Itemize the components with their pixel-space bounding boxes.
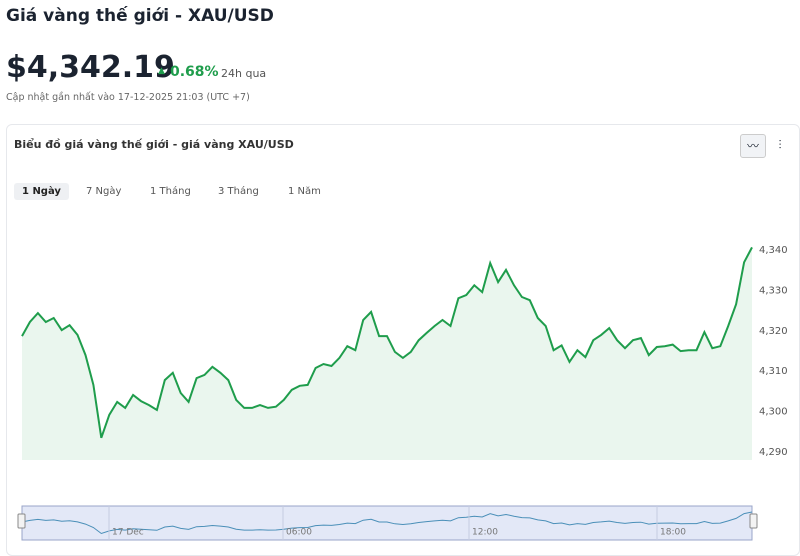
price-line xyxy=(21,246,753,439)
range-tab[interactable]: 1 Năm xyxy=(288,186,321,197)
change: 0.68% xyxy=(170,64,219,80)
range-tab[interactable]: 1 Ngày xyxy=(14,183,69,200)
line-icon[interactable]: 〰 xyxy=(740,134,766,158)
y-tick-label: 4,330 xyxy=(759,286,788,297)
range-tab[interactable]: 7 Ngày xyxy=(86,186,122,197)
updated: Cập nhật gần nhất vào 17-12-2025 21:03 (… xyxy=(6,92,250,103)
navigator-handle xyxy=(17,513,26,529)
period: 24h qua xyxy=(221,67,267,80)
card-title: Biểu đồ giá vàng thế giới - giá vàng XAU… xyxy=(14,138,294,151)
navigator-handle xyxy=(749,513,758,529)
navigator-label: 12:00 xyxy=(472,528,498,538)
up-arrow: ▲ xyxy=(158,66,165,76)
navigator-label: 18:00 xyxy=(660,528,686,538)
y-tick-label: 4,320 xyxy=(759,326,788,337)
range-tab[interactable]: 1 Tháng xyxy=(150,186,191,197)
range-tab[interactable]: 3 Tháng xyxy=(218,186,259,197)
area-fill xyxy=(22,247,752,460)
navigator-label: 06:00 xyxy=(286,528,312,538)
y-tick-label: 4,300 xyxy=(759,407,788,418)
y-tick-label: 4,310 xyxy=(759,366,788,377)
y-tick-label: 4,290 xyxy=(759,447,788,458)
candle-icon[interactable]: ⫶ xyxy=(778,138,782,152)
page-title: Giá vàng thế giới - XAU/USD xyxy=(6,6,274,26)
price: $4,342.19 xyxy=(6,50,175,85)
y-tick-label: 4,340 xyxy=(759,245,788,256)
navigator-label: 17 Dec xyxy=(112,528,144,538)
navigator-line xyxy=(21,511,753,535)
